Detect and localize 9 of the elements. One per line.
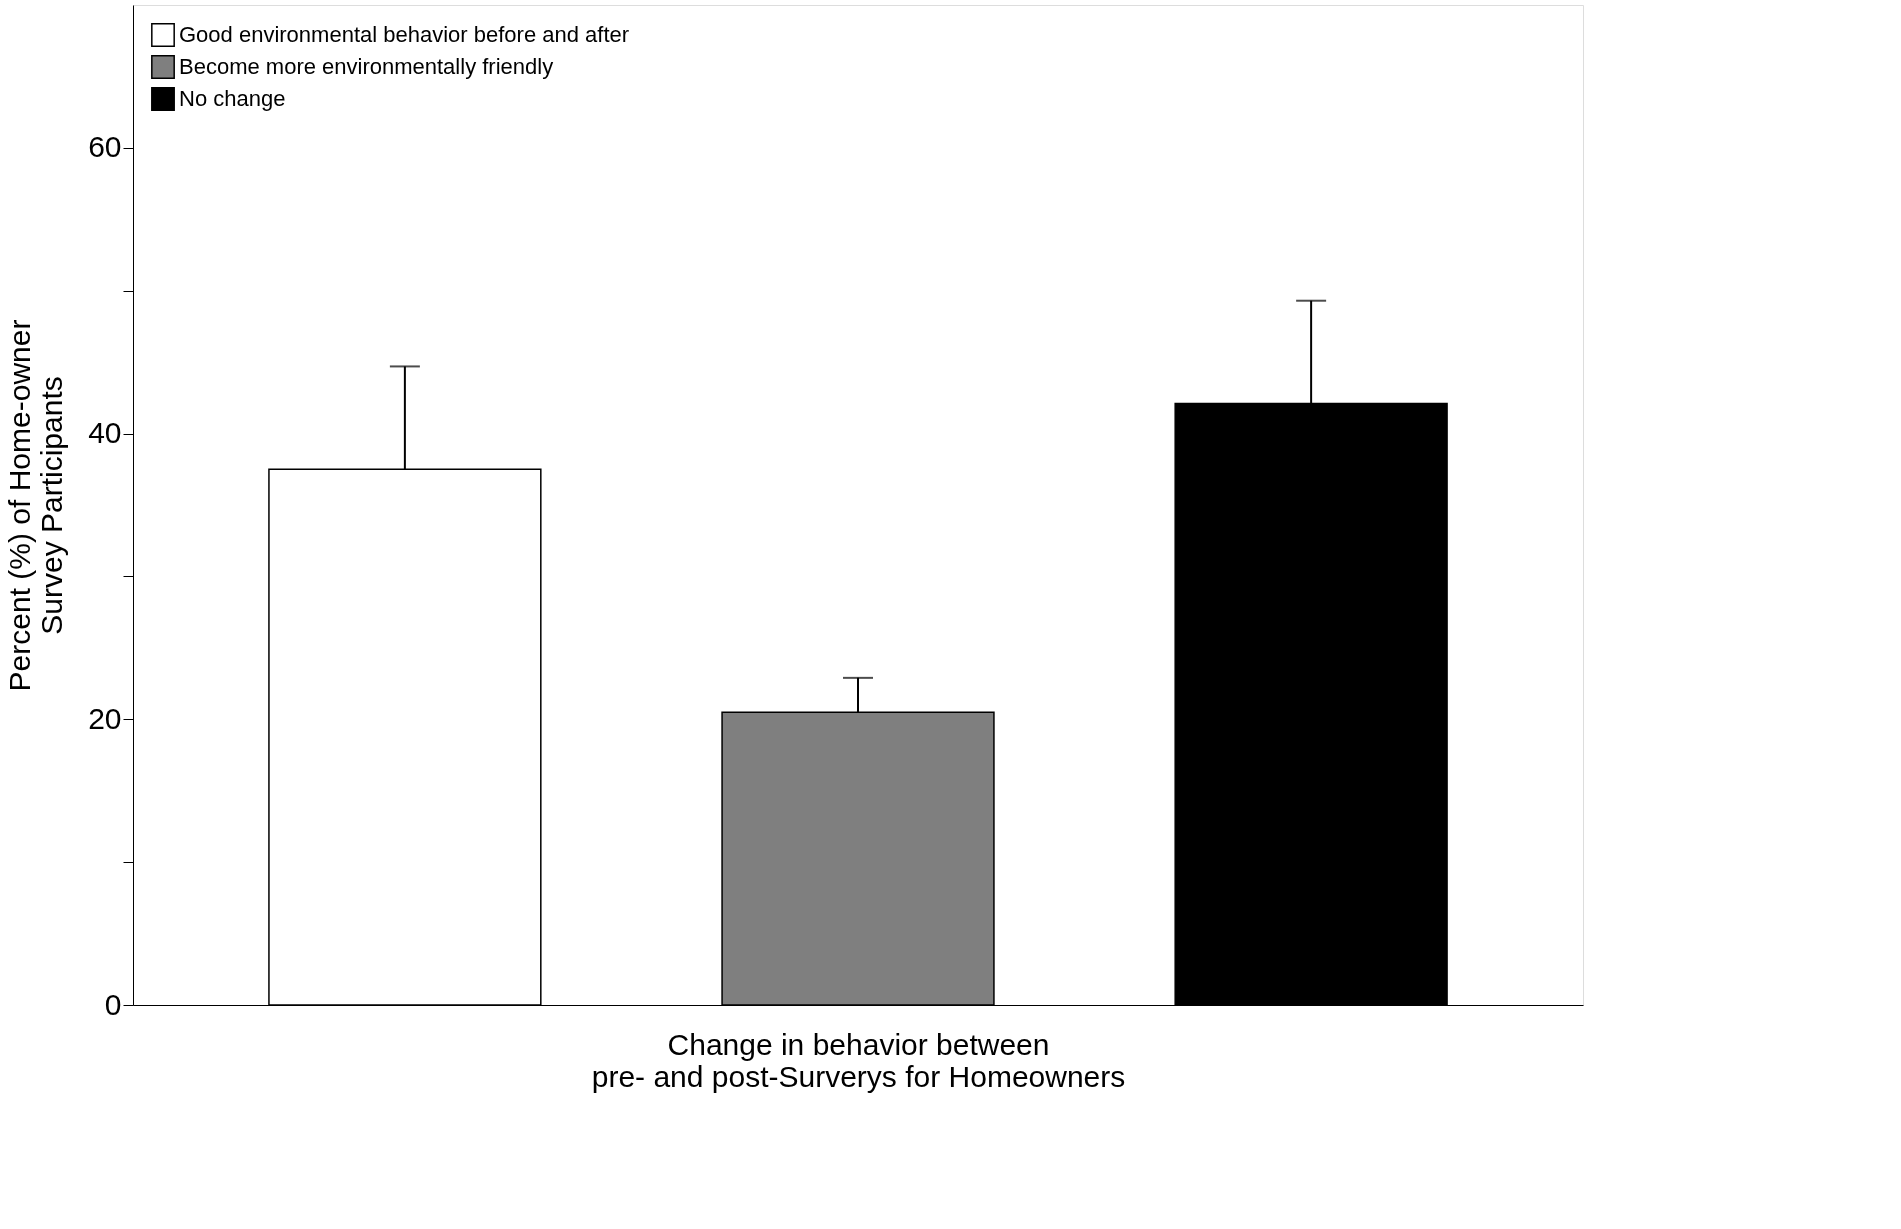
y-tick-label: 60 — [88, 130, 122, 164]
legend-label: Good environmental behavior before and after — [179, 22, 630, 47]
y-tick-label: 20 — [88, 701, 122, 735]
y-tick-label: 0 — [104, 987, 122, 1021]
legend-label: No change — [179, 86, 286, 111]
x-axis-title: Change in behavior between pre- and post-Surverys for Homeowners — [591, 1027, 1126, 1093]
legend-label: Become more environmentally friendly — [179, 54, 554, 79]
y-axis-title: Percent (%) of Home-owner Survey Participants — [3, 319, 69, 692]
y-tick-label: 40 — [88, 416, 122, 450]
